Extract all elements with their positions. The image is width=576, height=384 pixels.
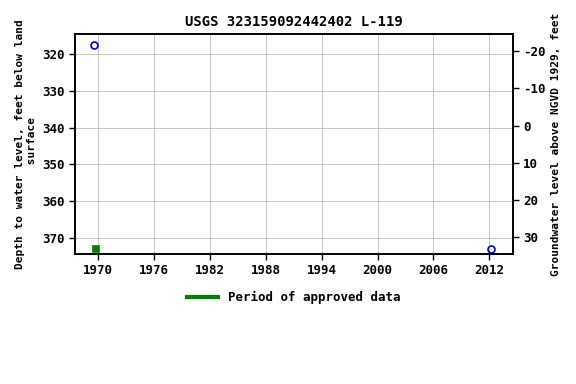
Y-axis label: Depth to water level, feet below land
 surface: Depth to water level, feet below land su… (15, 19, 37, 269)
Y-axis label: Groundwater level above NGVD 1929, feet: Groundwater level above NGVD 1929, feet (551, 13, 561, 276)
Legend: Period of approved data: Period of approved data (182, 286, 406, 310)
Title: USGS 323159092442402 L-119: USGS 323159092442402 L-119 (185, 15, 403, 29)
